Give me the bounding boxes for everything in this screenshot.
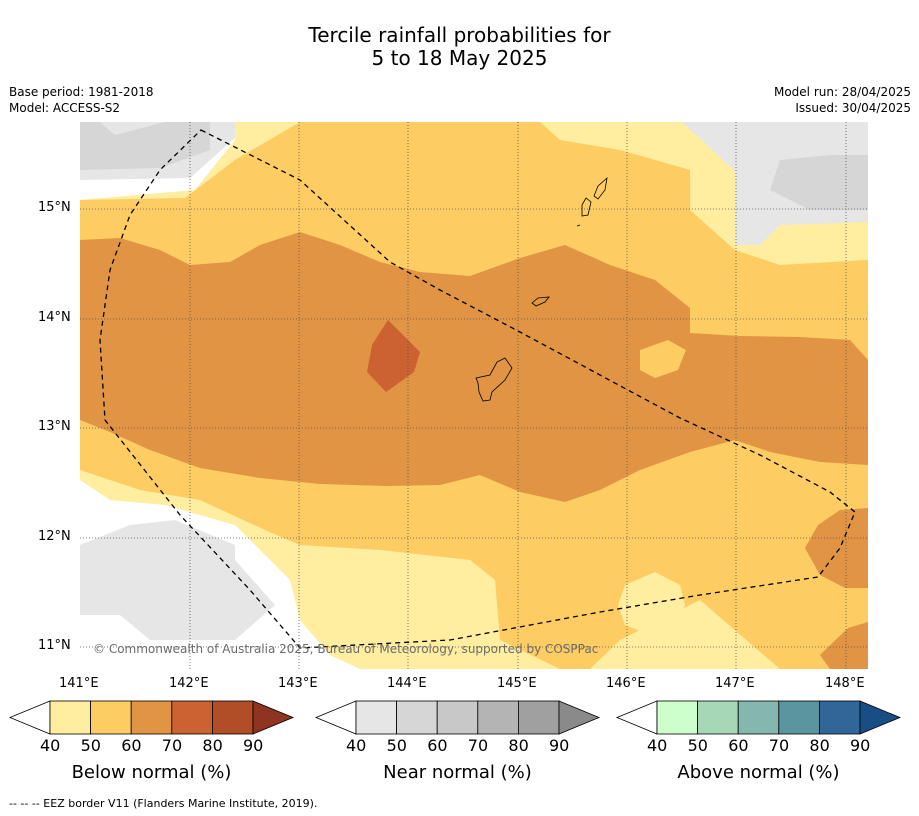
map-title-line1: Tercile rainfall probabilities for <box>308 23 611 47</box>
lon-label: 143°E <box>278 676 318 691</box>
colorbar-tick-label: 50 <box>687 736 708 755</box>
model-name: Model: ACCESS-S2 <box>9 101 121 115</box>
lat-label: 15°N <box>38 200 71 215</box>
probability-field <box>80 122 868 669</box>
colorbar-title: Near normal (%) <box>383 762 532 783</box>
colorbar-title: Below normal (%) <box>71 762 232 783</box>
colorbar-segment <box>355 700 397 735</box>
colorbar-tick-label: 70 <box>161 736 183 755</box>
colorbar-segment <box>697 700 739 735</box>
colorbar-tick-label: 90 <box>243 736 264 755</box>
near-40-50-region-sw <box>80 520 275 640</box>
colorbar-tick-label: 40 <box>346 736 367 755</box>
below-60-70-patch-se2 <box>820 622 868 669</box>
colorbar-tick-label: 80 <box>202 736 223 755</box>
colorbars <box>8 700 902 735</box>
colorbar-segment <box>656 700 698 735</box>
colorbar-1 <box>8 700 295 735</box>
colorbar-segment <box>130 700 173 735</box>
graticule <box>80 122 868 669</box>
near-50-60-region-nw <box>80 122 210 170</box>
colorbar-segment <box>171 700 213 735</box>
map-title-line2: 5 to 18 May 2025 <box>371 46 548 70</box>
near-50-60-region-ne <box>770 155 868 210</box>
colorbar-tick-label: 70 <box>467 736 489 755</box>
colorbar-segment <box>778 700 820 735</box>
below-50-60-patch <box>640 340 686 378</box>
colorbar-high-extend <box>558 700 601 735</box>
lon-label: 148°E <box>825 676 865 691</box>
eez-footnote: -- -- -- EEZ border V11 (Flanders Marine… <box>9 797 318 810</box>
colorbar-segment <box>211 700 254 735</box>
lon-label: 144°E <box>387 676 427 691</box>
model-run-date: Model run: 28/04/2025 <box>773 85 911 99</box>
colorbar-tick-label: 40 <box>647 736 668 755</box>
colorbar-title: Above normal (%) <box>677 762 840 783</box>
colorbar-tick-label: 60 <box>121 736 142 755</box>
colorbar-tick-label: 60 <box>427 736 448 755</box>
colorbar-segment <box>737 700 780 735</box>
colorbar-tick-label: 80 <box>809 736 830 755</box>
tinian-island <box>581 197 592 217</box>
lon-label: 141°E <box>59 676 99 691</box>
below-70-80-patch <box>367 320 420 392</box>
copyright-notice: © Commonwealth of Australia 2025, Bureau… <box>93 642 599 656</box>
lat-label: 11°N <box>38 638 71 653</box>
lon-label: 142°E <box>169 676 209 691</box>
below-40-50-patch-east <box>618 572 685 635</box>
colorbar-segment <box>49 700 91 735</box>
rota-island <box>531 296 550 307</box>
lat-label: 13°N <box>38 419 71 434</box>
colorbar-tick-label: 80 <box>508 736 529 755</box>
issued-date: Issued: 30/04/2025 <box>795 101 911 115</box>
colorbar-tick-label: 40 <box>40 736 61 755</box>
base-period: Base period: 1981-2018 <box>9 85 154 99</box>
lat-label: 14°N <box>38 310 71 325</box>
colorbar-tick-label: 70 <box>768 736 790 755</box>
colorbar-low-extend <box>8 700 51 735</box>
colorbar-segment <box>90 700 132 735</box>
colorbar-tick-label: 90 <box>850 736 871 755</box>
aguijan-island <box>576 224 581 227</box>
colorbar-segment <box>436 700 479 735</box>
colorbar-high-extend <box>859 700 902 735</box>
colorbar-tick-label: 60 <box>728 736 749 755</box>
colorbar-tick-label: 50 <box>80 736 101 755</box>
colorbar-2 <box>314 700 601 735</box>
colorbar-high-extend <box>252 700 295 735</box>
colorbar-segment <box>477 700 519 735</box>
lat-label: 12°N <box>38 529 71 544</box>
below-40-50-patch-south <box>295 555 498 650</box>
lon-label: 146°E <box>606 676 646 691</box>
colorbar-segment <box>518 700 560 735</box>
below-60-70-patch-se <box>805 508 868 588</box>
lon-label: 147°E <box>715 676 755 691</box>
islands <box>475 176 608 402</box>
colorbar-segment <box>819 700 861 735</box>
lon-label: 145°E <box>497 676 537 691</box>
colorbar-segment <box>396 700 438 735</box>
below-60-70-region <box>80 232 868 502</box>
colorbar-3 <box>615 700 902 735</box>
colorbar-tick-label: 50 <box>386 736 407 755</box>
colorbar-low-extend <box>314 700 357 735</box>
colorbar-low-extend <box>615 700 658 735</box>
colorbar-tick-label: 90 <box>549 736 570 755</box>
saipan-island <box>593 176 608 200</box>
guam-island <box>475 357 513 402</box>
